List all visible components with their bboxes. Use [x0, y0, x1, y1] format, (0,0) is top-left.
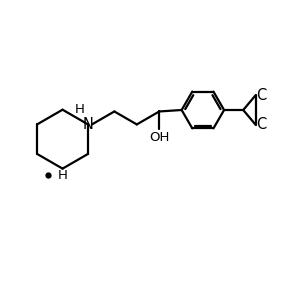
Text: C: C — [256, 117, 266, 132]
Text: H: H — [75, 103, 85, 116]
Text: H: H — [57, 169, 67, 182]
Text: N: N — [83, 117, 94, 132]
Text: OH: OH — [149, 131, 169, 144]
Text: C: C — [256, 88, 266, 103]
